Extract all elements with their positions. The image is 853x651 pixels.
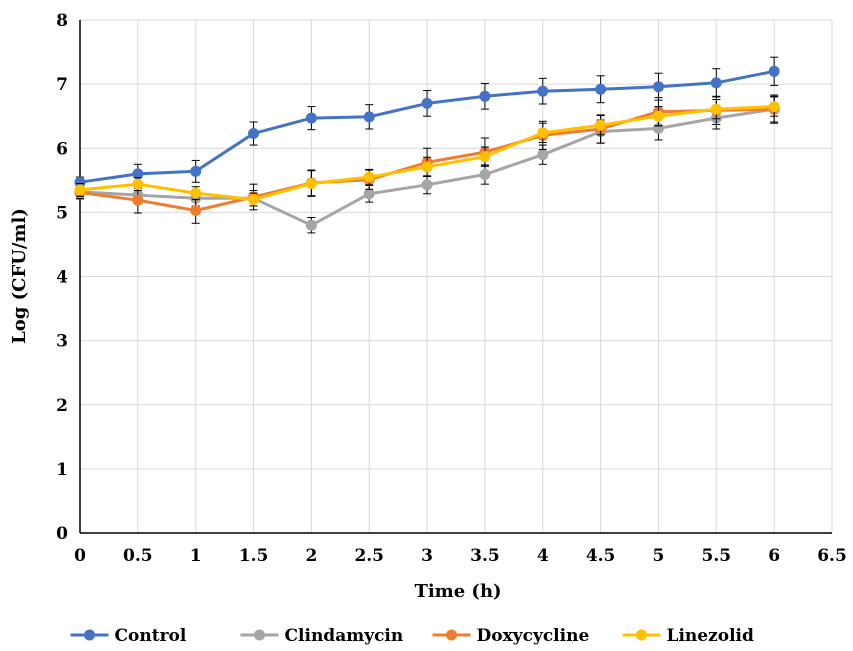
legend-label: Linezolid [667, 626, 754, 646]
legend-item-linezolid: Linezolid [622, 626, 754, 646]
series-control [74, 56, 780, 188]
data-point [190, 187, 202, 199]
legend: Control Clindamycin Doxycycline Linezolid [70, 626, 754, 646]
data-point [421, 179, 433, 191]
legend-swatch-marker [636, 629, 647, 641]
y-tick-label: 1 [56, 460, 68, 480]
data-point [305, 178, 317, 190]
legend-swatch-marker [254, 629, 265, 641]
legend-swatch-marker [446, 629, 457, 641]
x-tick-label: 3.5 [470, 546, 500, 566]
data-point [768, 65, 780, 77]
data-point [595, 83, 607, 95]
x-tick-label: 0 [74, 546, 86, 566]
y-tick-label: 4 [56, 268, 68, 288]
axis-layer [79, 20, 832, 534]
data-point [132, 178, 144, 190]
data-point [190, 165, 202, 177]
data-point [248, 128, 260, 140]
data-point [595, 119, 607, 131]
legend-label: Control [115, 626, 187, 646]
data-point [537, 127, 549, 139]
legend-item-control: Control [70, 626, 187, 646]
data-point [421, 161, 433, 173]
y-tick-label: 6 [56, 139, 68, 159]
y-tick-label: 0 [56, 524, 68, 544]
data-point [652, 110, 664, 122]
legend-item-doxycycline: Doxycycline [432, 626, 590, 646]
x-tick-label: 1.5 [239, 546, 269, 566]
data-point [479, 169, 491, 181]
data-point [479, 151, 491, 163]
data-point [190, 204, 202, 216]
x-tick-label: 0.5 [123, 546, 153, 566]
data-point [710, 103, 722, 115]
data-point [132, 194, 144, 206]
data-point [421, 97, 433, 109]
series-layer [74, 56, 780, 234]
legend-label: Doxycycline [477, 626, 590, 646]
x-tick-label: 5 [653, 546, 665, 566]
data-point [248, 194, 260, 206]
x-tick-label: 6.5 [817, 546, 847, 566]
data-point [74, 184, 86, 196]
data-point [363, 171, 375, 183]
y-tick-label: 3 [56, 332, 68, 352]
legend-swatch-marker [84, 629, 95, 641]
series-linezolid [74, 96, 780, 207]
legend-label: Clindamycin [285, 626, 404, 646]
x-tick-label: 3 [421, 546, 433, 566]
x-tick-label: 5.5 [702, 546, 732, 566]
x-tick-label: 4 [537, 546, 549, 566]
data-point [537, 149, 549, 161]
data-point [652, 81, 664, 93]
data-point [132, 168, 144, 180]
y-tick-label: 8 [56, 11, 68, 31]
data-point [710, 77, 722, 89]
x-tick-label: 6 [768, 546, 780, 566]
labels-layer: 0 0.5 1 1.5 2 2.5 3 3.5 4 4.5 5 5.5 6 6.5 0 1 2 3 4 5 6 7 8 [56, 11, 847, 566]
x-axis-title: Time (h) [414, 581, 501, 602]
x-tick-label: 4.5 [586, 546, 616, 566]
y-axis-title: Log (CFU/ml) [9, 208, 30, 344]
y-tick-label: 5 [56, 203, 68, 223]
x-tick-label: 1 [190, 546, 202, 566]
data-point [363, 111, 375, 123]
data-point [305, 219, 317, 231]
x-tick-label: 2.5 [354, 546, 384, 566]
data-point [479, 90, 491, 102]
legend-item-clindamycin: Clindamycin [240, 626, 404, 646]
data-point [363, 188, 375, 200]
x-tick-label: 2 [305, 546, 317, 566]
data-point [537, 85, 549, 97]
y-tick-label: 7 [56, 75, 68, 95]
y-tick-label: 2 [56, 396, 68, 416]
data-point [305, 112, 317, 124]
data-point [768, 101, 780, 113]
